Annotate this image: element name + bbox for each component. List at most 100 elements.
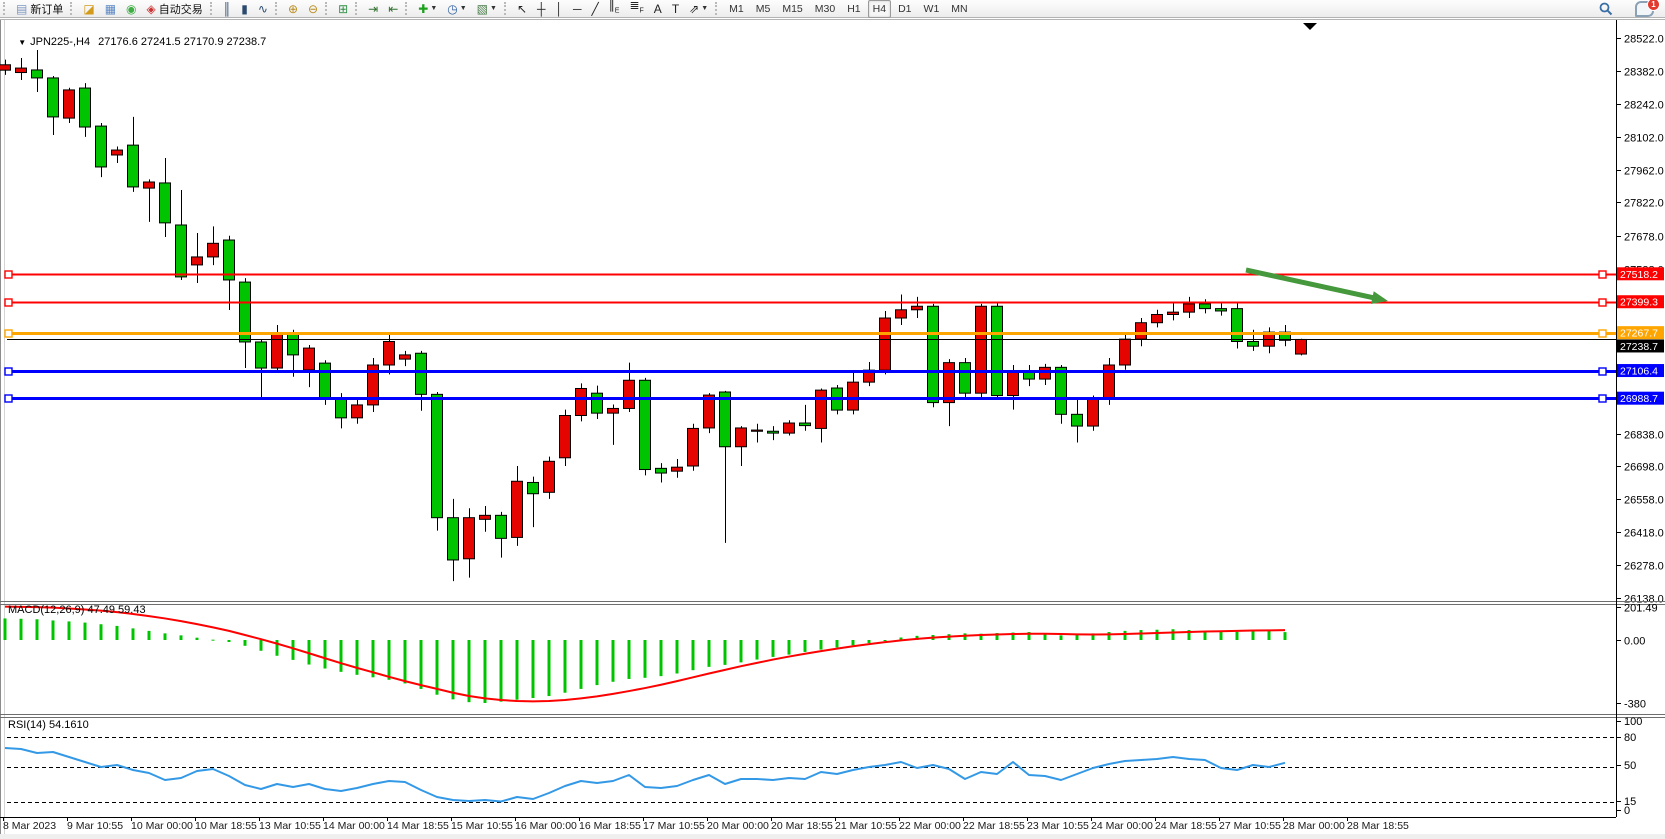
candle-up [975, 305, 987, 394]
text-label-button[interactable]: T [668, 0, 683, 18]
candle-up [543, 460, 555, 493]
candle-down [287, 332, 299, 356]
line-handle[interactable] [1598, 270, 1607, 279]
notifications-button[interactable]: 1 [1619, 0, 1660, 18]
toolbar-group: ↖ ┼ │ ─ ╱ ∥E ≣F A T ⇗ ▼ [502, 0, 713, 18]
candle-up [1183, 303, 1195, 313]
new-chart-button[interactable]: ◪ [79, 0, 98, 18]
vertical-line-button[interactable]: │ [552, 0, 568, 18]
channel-button[interactable]: ∥E [605, 0, 624, 18]
candle-down [527, 481, 539, 495]
chevron-down-icon[interactable]: ▼ [18, 38, 27, 47]
toolbar: ▤ 新订单 ◪ ▦ ◉ ◈ 自动交易 ║ ▮ ∿ ⊕ ⊖ ⊞ ⇥ ⇤ ✚ ▼ ◷ ▼ ▧ ▼ ↖ ┼ │ ─ ╱ ∥E ≣F A T ⇗ ▼ M… [0, 0, 1665, 18]
zoom-out-button[interactable]: ⊖ [304, 0, 322, 18]
macd-histogram-bar [35, 619, 39, 640]
line-handle[interactable] [4, 329, 13, 338]
trendline-icon: ╱ [591, 1, 599, 16]
periods-button[interactable]: ◷ ▼ [443, 0, 470, 18]
market-watch-button[interactable]: ◉ [122, 0, 140, 18]
macd-histogram-bar [227, 640, 231, 642]
tile-windows-button[interactable]: ⊞ [334, 0, 352, 18]
candle-up [575, 387, 587, 417]
crosshair-button[interactable]: ┼ [533, 0, 550, 18]
candle-down [319, 362, 331, 400]
line-handle[interactable] [4, 394, 13, 403]
arrows-button[interactable]: ⇗ ▼ [685, 0, 712, 18]
new-order-button[interactable]: ▤ 新订单 [12, 0, 67, 18]
line-handle[interactable] [4, 270, 13, 279]
timeframe-d1-button[interactable]: D1 [898, 2, 912, 15]
macd-histogram-bar [1043, 634, 1047, 640]
candle-up [879, 317, 891, 371]
timeframe-w1-button[interactable]: W1 [923, 2, 940, 15]
search-button[interactable] [1595, 0, 1617, 18]
toolbar-grip [503, 2, 509, 15]
auto-scroll-button[interactable]: ⇥ [364, 0, 382, 18]
toolbar-grip [274, 2, 280, 15]
line-handle[interactable] [1598, 367, 1607, 376]
trend-arrow[interactable] [1245, 267, 1379, 302]
macd-histogram-bar [803, 640, 807, 652]
chart-candles-button[interactable]: ▮ [237, 0, 252, 18]
trendline-button[interactable]: ╱ [588, 0, 603, 18]
candle-down [1055, 366, 1067, 415]
candle-down [31, 69, 43, 79]
symbol-period-text: JPN225-,H4 [30, 36, 91, 48]
timeframe-h4-button[interactable]: H4 [867, 0, 892, 18]
candle-up [847, 381, 859, 411]
cursor-button[interactable]: ↖ [513, 0, 531, 18]
profiles-button[interactable]: ▦ [101, 0, 120, 18]
chart-shift-button[interactable]: ⇤ [384, 0, 402, 18]
macd-histogram-bar [1283, 632, 1287, 640]
chart-bars-button[interactable]: ║ [219, 0, 236, 18]
candle-down [1231, 308, 1243, 343]
templates-button[interactable]: ▧ ▼ [473, 0, 501, 18]
text-label-icon: T [671, 1, 680, 16]
time-axis-label: 15 Mar 10:55 [451, 820, 513, 832]
auto-trading-button[interactable]: ◈ 自动交易 [143, 0, 207, 18]
fibonacci-button[interactable]: ≣F [625, 0, 647, 18]
line-handle[interactable] [1598, 329, 1607, 338]
rsi-axis-label: 15 [1624, 796, 1636, 808]
macd-histogram-bar [51, 620, 55, 640]
candle-up [351, 404, 363, 419]
line-handle[interactable] [1598, 394, 1607, 403]
macd-histogram-bar [371, 640, 375, 678]
macd-histogram-bar [563, 640, 567, 693]
macd-histogram-bar [643, 640, 647, 678]
timeframe-h1-button[interactable]: H1 [847, 2, 861, 15]
line-handle[interactable] [1598, 298, 1607, 307]
horizontal-line-button[interactable]: ─ [569, 0, 586, 18]
candle-down [1071, 413, 1083, 427]
time-axis-label: 28 Mar 18:55 [1347, 820, 1409, 832]
zoom-in-button[interactable]: ⊕ [284, 0, 302, 18]
timeframe-mn-button[interactable]: MN [951, 2, 968, 15]
chart-line-button[interactable]: ∿ [254, 0, 272, 18]
candle-up [687, 427, 699, 467]
time-axis-label: 27 Mar 10:55 [1219, 820, 1281, 832]
timeframe-m1-button[interactable]: M1 [729, 2, 744, 15]
chart-symbol-title: ▼ JPN225-,H4 27176.6 27241.5 27170.9 27238… [6, 24, 266, 60]
time-axis-label: 22 Mar 18:55 [963, 820, 1025, 832]
toolbar-group: ▤ 新订单 [1, 0, 68, 18]
auto-trading-button-label: 自动交易 [158, 3, 203, 16]
candle-up [559, 415, 571, 459]
line-handle[interactable] [4, 367, 13, 376]
price-tick-label: 26138.0 [1624, 594, 1664, 606]
chart-shift-marker[interactable] [1303, 23, 1317, 30]
macd-histogram-bar [1107, 632, 1111, 640]
timeframe-m15-button[interactable]: M15 [782, 2, 803, 15]
macd-histogram-bar [1123, 630, 1127, 640]
timeframe-m30-button[interactable]: M30 [814, 2, 836, 15]
toolbar-grip [355, 2, 360, 15]
candle-down [1247, 341, 1259, 347]
macd-histogram-bar [1075, 634, 1079, 640]
macd-axis-label: 0.00 [1624, 636, 1645, 648]
line-chart-icon: ∿ [257, 1, 268, 16]
candle-down [223, 239, 235, 281]
timeframe-m5-button[interactable]: M5 [755, 2, 771, 15]
indicators-button[interactable]: ✚ ▼ [414, 0, 441, 18]
text-button[interactable]: A [650, 0, 666, 18]
line-handle[interactable] [4, 298, 13, 307]
